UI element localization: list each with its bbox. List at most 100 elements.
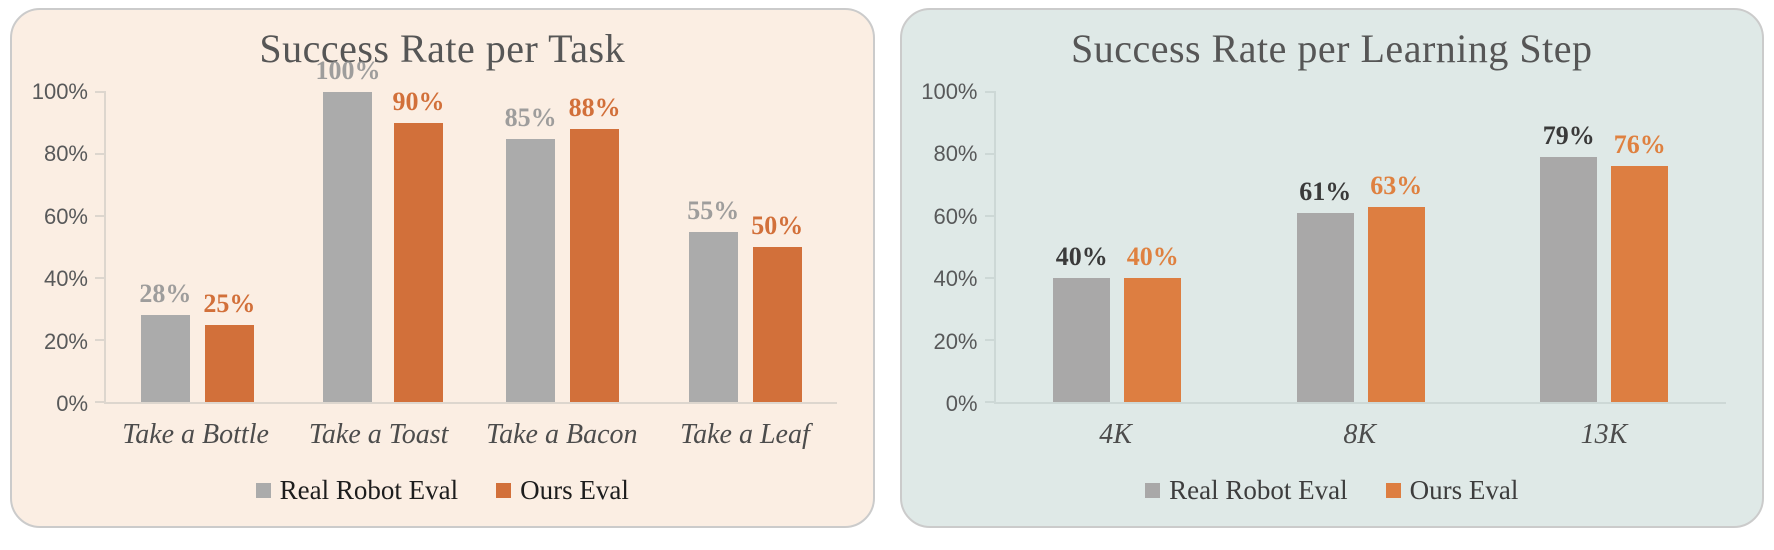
legend-label: Ours Eval xyxy=(520,474,629,505)
legend-swatch xyxy=(496,482,512,498)
y-axis: 0% 20% 40% 60% 80% 100% xyxy=(902,81,994,415)
bar-with-label: 61% xyxy=(1296,92,1354,402)
y-axis-tick-mark xyxy=(984,91,996,93)
bar-value-label: 28% xyxy=(139,279,192,309)
legend: Real Robot Eval Ours Eval xyxy=(902,474,1763,505)
bar-value-label: 85% xyxy=(504,102,557,132)
bar-group-2: 100% 90% xyxy=(289,58,472,402)
bar-with-label: 85% xyxy=(505,92,557,402)
bar xyxy=(323,92,373,402)
y-axis-tick-label: 60% xyxy=(933,203,978,229)
learning-step-chart-panel: Success Rate per Learning Step 0% 20% 40% 6… xyxy=(899,8,1764,528)
bar-with-label: 40% xyxy=(1053,92,1111,402)
bar-value-label: 90% xyxy=(392,87,445,116)
bar-with-label: 50% xyxy=(751,92,803,402)
bar xyxy=(1367,206,1425,402)
bar xyxy=(1296,212,1354,402)
x-axis-labels: 4K 8K 13K xyxy=(994,419,1727,451)
bar xyxy=(1053,278,1111,402)
bar-with-label: 100% xyxy=(315,58,380,402)
y-axis-tick-label: 20% xyxy=(43,328,88,354)
legend-item: Real Robot Eval xyxy=(255,474,459,505)
legend-label: Ours Eval xyxy=(1409,474,1519,505)
y-axis-tick-mark xyxy=(984,215,996,217)
category-label: 4K xyxy=(1099,419,1132,450)
bar xyxy=(204,324,254,402)
bar-value-label: 100% xyxy=(315,56,381,85)
y-axis-tick-mark xyxy=(95,91,106,93)
y-axis-tick-label: 80% xyxy=(43,141,88,167)
y-axis-tick-mark xyxy=(95,339,106,341)
legend-label: Real Robot Eval xyxy=(279,474,459,505)
bar-with-label: 90% xyxy=(392,87,445,402)
bar-group-4: 55% 50% xyxy=(654,92,837,402)
bar-value-label: 88% xyxy=(568,93,621,123)
bar-with-label: 76% xyxy=(1611,92,1669,402)
bar-value-label: 40% xyxy=(1055,242,1108,271)
legend-item: Real Robot Eval xyxy=(1145,474,1348,505)
y-axis-tick-mark xyxy=(984,401,996,403)
category-label: 8K xyxy=(1343,419,1377,450)
bar-with-label: 28% xyxy=(139,92,191,402)
bar-group-1: 28% 25% xyxy=(106,92,289,402)
plot-row: 0% 20% 40% 60% 80% 100% 40% 40% 61% 63% 79% 76% xyxy=(902,81,1727,415)
y-axis-tick-mark xyxy=(95,277,106,279)
y-axis-tick-label: 40% xyxy=(933,266,978,292)
y-axis-tick-label: 100% xyxy=(921,79,978,104)
bar-value-label: 76% xyxy=(1613,130,1666,160)
chart-title: Success Rate per Learning Step xyxy=(1070,26,1593,71)
bar-group-2: 61% 63% xyxy=(1239,92,1483,402)
bar-with-label: 55% xyxy=(687,92,739,402)
plot-area: 28% 25% 100% 90% 85% 88% 55% 50% xyxy=(95,58,837,404)
plot-row: 0% 20% 40% 60% 80% 100% 28% 25% 100% 90% 85% 88% 55… xyxy=(12,58,837,415)
bar xyxy=(506,138,556,402)
y-axis-tick-label: 40% xyxy=(43,266,88,292)
bar-value-label: 25% xyxy=(203,288,256,318)
bar-with-label: 40% xyxy=(1124,92,1182,402)
legend: Real Robot Eval Ours Eval xyxy=(12,474,873,505)
bar-value-label: 50% xyxy=(751,211,804,240)
bar-value-label: 61% xyxy=(1299,176,1352,206)
legend-item: Ours Eval xyxy=(496,474,629,505)
y-axis-tick-label: 0% xyxy=(56,391,88,416)
y-axis-tick-label: 100% xyxy=(31,79,88,104)
bar-with-label: 88% xyxy=(569,92,621,402)
y-axis-tick-label: 60% xyxy=(43,203,88,229)
bar-value-label: 79% xyxy=(1542,121,1595,151)
bar-with-label: 79% xyxy=(1540,92,1598,402)
bar-value-label: 63% xyxy=(1370,170,1423,200)
bar-value-label: 40% xyxy=(1126,242,1179,271)
y-axis-tick-label: 80% xyxy=(933,141,978,167)
bar xyxy=(688,231,738,402)
chart-title: Success Rate per Task xyxy=(259,26,626,71)
legend-swatch xyxy=(255,482,271,498)
y-axis-tick-label: 0% xyxy=(945,391,978,416)
category-label: Take a Leaf xyxy=(680,419,810,450)
y-axis-tick-mark xyxy=(95,215,106,217)
legend-swatch xyxy=(1145,482,1161,498)
y-axis-tick-mark xyxy=(984,339,996,341)
category-label: Take a Bottle xyxy=(122,419,269,450)
y-axis-tick-mark xyxy=(95,153,106,155)
category-label: 13K xyxy=(1580,419,1628,450)
bar xyxy=(393,123,443,402)
bar-group-1: 40% 40% xyxy=(996,92,1240,402)
bar xyxy=(570,129,620,402)
task-chart-panel: Success Rate per Task 0% 20% 40% 60% 80% 100%… xyxy=(10,8,875,528)
bar-group-3: 79% 76% xyxy=(1483,92,1727,402)
plot-area: 40% 40% 61% 63% 79% 76% xyxy=(984,91,1727,404)
y-axis-tick-mark xyxy=(984,277,996,279)
bar xyxy=(752,247,802,402)
y-axis: 0% 20% 40% 60% 80% 100% xyxy=(12,81,104,415)
y-axis-tick-mark xyxy=(95,401,106,403)
bar xyxy=(1124,278,1182,402)
y-axis-tick-label: 20% xyxy=(933,328,978,354)
bar xyxy=(1611,166,1669,402)
legend-label: Real Robot Eval xyxy=(1169,474,1348,505)
y-axis-tick-mark xyxy=(984,153,996,155)
bar-group-3: 85% 88% xyxy=(471,92,654,402)
bar-value-label: 55% xyxy=(687,195,740,225)
legend-item: Ours Eval xyxy=(1385,474,1519,505)
bar-with-label: 63% xyxy=(1367,92,1425,402)
